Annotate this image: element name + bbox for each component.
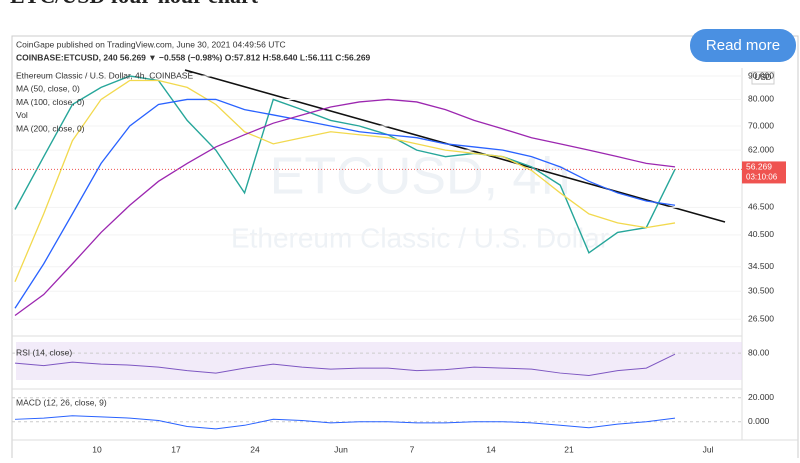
legend-entry: MA (100, close, 0) xyxy=(16,97,85,107)
page-title: ETC/USD four-hour chart xyxy=(10,0,259,8)
x-tick-label: 10 xyxy=(92,444,102,454)
watermark: ETCUSD, 4h xyxy=(270,148,571,206)
legend-entry: Vol xyxy=(16,110,28,120)
y-tick-label: 34.500 xyxy=(748,261,774,271)
countdown: 03:10:06 xyxy=(746,173,778,182)
currency: USD xyxy=(755,73,772,82)
last-price-badge xyxy=(742,161,786,184)
read-more-button[interactable] xyxy=(690,29,796,62)
x-tick-label: 14 xyxy=(486,444,496,454)
y-tick-label: 46.500 xyxy=(748,202,774,212)
symbol-line: COINBASE:ETCUSD, 240 56.269 ▼ −0.558 (−0… xyxy=(16,52,371,62)
y-tick-label: 0.000 xyxy=(748,416,770,426)
pane-label: MACD (12, 26, close, 9) xyxy=(16,397,107,407)
y-tick-label: 26.500 xyxy=(748,313,774,323)
y-tick-label: 80.00 xyxy=(748,347,770,357)
rsi-band xyxy=(16,342,742,380)
chart-frame xyxy=(11,35,799,463)
rsi-line xyxy=(14,353,676,377)
read-more-label[interactable]: Read more xyxy=(706,37,780,54)
publisher: CoinGape published on TradingView.com, J… xyxy=(16,39,286,49)
macd-line xyxy=(14,415,676,430)
y-tick-label: 20.000 xyxy=(748,392,774,402)
currency-box xyxy=(751,71,775,85)
x-tick-label: Jun xyxy=(334,444,348,454)
y-tick-label: 40.500 xyxy=(748,229,774,239)
legend-entry: MA (200, close, 0) xyxy=(16,123,85,133)
series-line xyxy=(14,79,676,282)
trendline xyxy=(184,69,726,223)
x-tick-label: 7 xyxy=(410,444,415,454)
last-price-label: 56.269 xyxy=(746,162,772,172)
pane-label: RSI (14, close) xyxy=(16,347,72,357)
watermark-sub: Ethereum Classic / U.S. Dollar xyxy=(231,222,609,253)
x-tick-label: 21 xyxy=(564,444,574,454)
y-tick-label: 70.000 xyxy=(748,120,774,130)
x-tick-label: Jul xyxy=(703,444,714,454)
x-tick-label: 17 xyxy=(171,444,181,454)
x-tick-label: 24 xyxy=(250,444,260,454)
plot: 90.00080.00070.00062.00046.50040.50034.5… xyxy=(12,70,786,454)
y-tick-label: 62.000 xyxy=(748,144,774,154)
y-tick-label: 30.500 xyxy=(748,285,774,295)
y-tick-label: 80.000 xyxy=(748,94,774,104)
series-line xyxy=(14,98,676,317)
y-tick-label: 90.000 xyxy=(748,70,774,80)
legend-entry: MA (50, close, 0) xyxy=(16,84,80,94)
legend-entry: Ethereum Classic / U.S. Dollar, 4h, COIN… xyxy=(16,70,193,80)
